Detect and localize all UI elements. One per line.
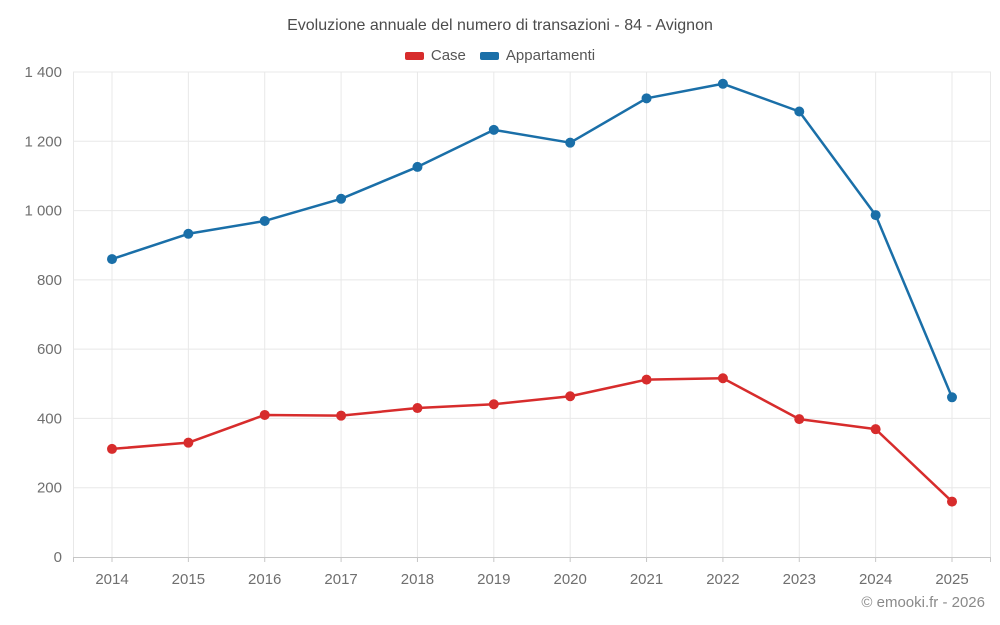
- data-point-case-2016[interactable]: [259, 409, 270, 420]
- data-point-appartamenti-2017[interactable]: [336, 193, 347, 204]
- copyright-text: © emooki.fr - 2026: [861, 594, 985, 611]
- data-point-appartamenti-2019[interactable]: [488, 124, 499, 135]
- x-tick-label: 2022: [706, 571, 739, 588]
- y-tick-label: 1 400: [24, 64, 62, 81]
- y-tick-label: 0: [54, 549, 62, 566]
- data-point-appartamenti-2021[interactable]: [641, 93, 652, 104]
- data-point-appartamenti-2018[interactable]: [412, 161, 423, 172]
- data-point-appartamenti-2020[interactable]: [565, 137, 576, 148]
- x-tick-label: 2016: [248, 571, 281, 588]
- data-point-appartamenti-2016[interactable]: [259, 215, 270, 226]
- data-point-case-2024[interactable]: [870, 424, 881, 435]
- x-tick-label: 2019: [477, 571, 510, 588]
- data-point-appartamenti-2022[interactable]: [717, 78, 728, 89]
- data-point-case-2020[interactable]: [565, 391, 576, 402]
- legend-label-case: Case: [430, 47, 466, 64]
- data-point-case-2017[interactable]: [336, 410, 347, 421]
- data-point-appartamenti-2024[interactable]: [870, 210, 881, 221]
- data-point-case-2023[interactable]: [794, 414, 805, 425]
- data-point-case-2025[interactable]: [947, 496, 957, 507]
- data-point-case-2019[interactable]: [488, 399, 499, 410]
- data-point-appartamenti-2014[interactable]: [107, 254, 117, 265]
- x-tick-label: 2015: [172, 571, 205, 588]
- x-tick-label: 2020: [553, 571, 586, 588]
- x-tick-label: 2024: [859, 571, 892, 588]
- y-tick-label: 800: [37, 272, 62, 289]
- series-line-appartamenti: [110, 82, 954, 399]
- data-point-appartamenti-2023[interactable]: [794, 106, 805, 117]
- data-point-appartamenti-2025[interactable]: [947, 392, 957, 403]
- y-tick-label: 400: [37, 410, 62, 427]
- data-point-case-2014[interactable]: [107, 443, 117, 454]
- legend-swatch-appartamenti-icon: [479, 51, 499, 60]
- legend-label-appartamenti: Appartamenti: [505, 47, 596, 64]
- chart-title: Evoluzione annuale del numero di transaz…: [287, 17, 713, 34]
- data-point-case-2022[interactable]: [717, 373, 728, 384]
- x-tick-label: 2021: [630, 571, 663, 588]
- data-point-case-2021[interactable]: [641, 374, 652, 385]
- y-tick-label: 200: [37, 480, 62, 497]
- x-tick-label: 2014: [95, 571, 128, 588]
- y-tick-label: 1 000: [24, 203, 62, 220]
- legend-swatch-case-icon: [404, 51, 424, 60]
- legend: Case Appartamenti: [0, 47, 1000, 64]
- x-tick-label: 2018: [401, 571, 434, 588]
- data-point-appartamenti-2015[interactable]: [183, 228, 194, 239]
- legend-item-appartamenti[interactable]: Appartamenti: [479, 47, 596, 64]
- x-tick-label: 2025: [935, 571, 968, 588]
- data-point-case-2015[interactable]: [183, 437, 194, 448]
- x-tick-label: 2023: [783, 571, 816, 588]
- data-point-case-2018[interactable]: [412, 403, 423, 414]
- series-line-case: [110, 376, 954, 503]
- x-tick-label: 2017: [324, 571, 357, 588]
- y-tick-label: 600: [37, 341, 62, 358]
- y-tick-label: 1 200: [24, 133, 62, 150]
- legend-item-case[interactable]: Case: [404, 47, 466, 64]
